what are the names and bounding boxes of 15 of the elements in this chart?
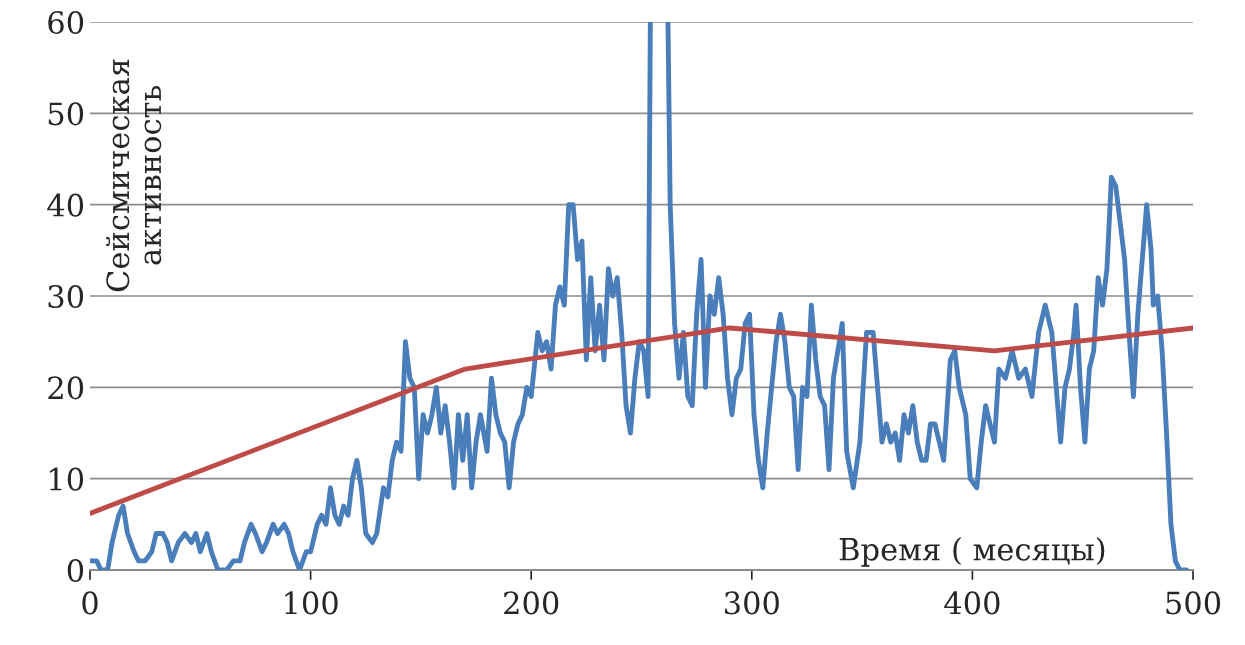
- x-tick-label: 500: [1166, 591, 1221, 615]
- y-tick-label: 10: [49, 467, 84, 491]
- line-series: [90, 325, 1193, 516]
- x-tick-label: 100: [285, 591, 338, 615]
- y-tick-label: 50: [48, 102, 84, 126]
- y-tick-label: 20: [48, 376, 84, 400]
- y-tick-label: 40: [47, 193, 84, 217]
- y-axis-title: Сейсмическая активность: [106, 59, 162, 292]
- y-tick-label: 0: [67, 558, 84, 583]
- y-tick-label: 60: [48, 10, 84, 35]
- x-tick-label: 200: [504, 591, 559, 615]
- y-tick-label: 30: [48, 284, 84, 309]
- x-tick-label: 400: [944, 591, 1000, 615]
- x-axis-title: Время ( месяцы): [839, 537, 1105, 567]
- x-tick-label: 300: [724, 591, 779, 615]
